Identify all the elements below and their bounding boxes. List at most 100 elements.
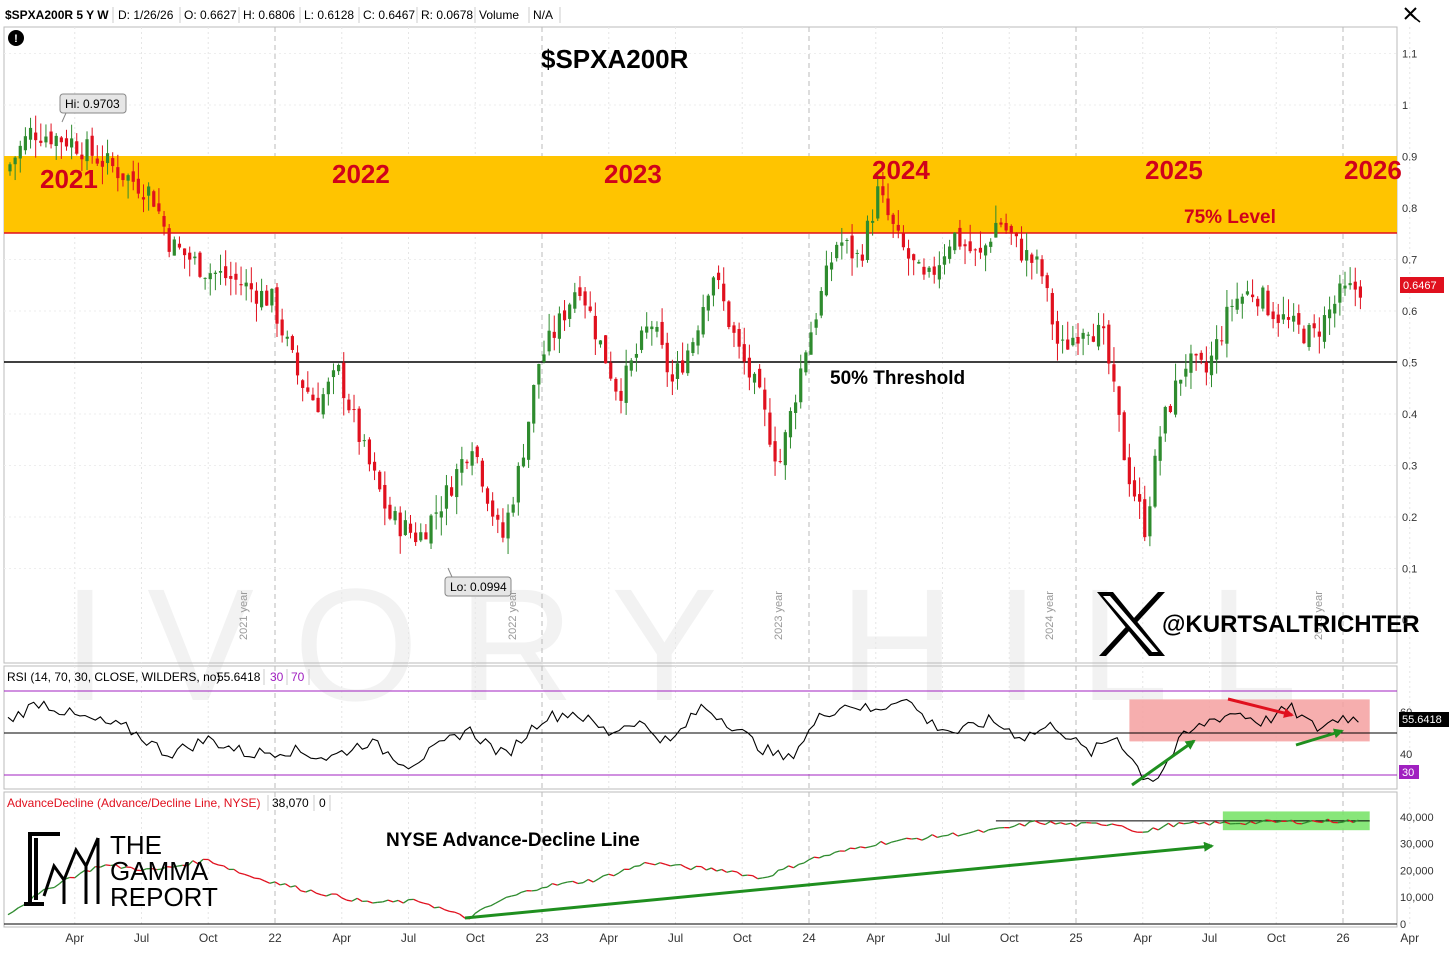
candle-body: [974, 249, 977, 250]
ad-line-segment: [1338, 822, 1343, 823]
rsi-header-label[interactable]: RSI (14, 70, 30, CLOSE, WILDERS, no): [7, 670, 220, 684]
candle-body: [301, 380, 304, 388]
candle-body: [137, 179, 140, 194]
candle-body: [1015, 233, 1018, 237]
ad-line-segment: [1133, 831, 1138, 832]
candle-body: [1076, 337, 1079, 344]
candle-body: [1189, 353, 1192, 372]
symbol-label[interactable]: $SPXA200R 5 Y W: [5, 8, 109, 22]
y-tick-label: 0.7: [1402, 255, 1417, 267]
candle-body: [1323, 315, 1326, 342]
ad-line-segment: [1050, 822, 1055, 825]
candle-body: [183, 248, 186, 255]
candle-body: [830, 262, 833, 269]
ad-line-segment: [316, 893, 321, 895]
ad-line-segment: [1025, 822, 1030, 826]
candle-body: [404, 520, 407, 535]
range-value: R: 0.0678: [421, 8, 473, 22]
candle-body: [55, 136, 58, 146]
ad-header-label[interactable]: AdvanceDecline (Advance/Decline Line, NY…: [7, 796, 260, 810]
ad-line-segment: [306, 890, 311, 892]
ad-line-segment: [239, 873, 244, 874]
settings-icon[interactable]: [1405, 8, 1420, 22]
ad-line-segment: [670, 865, 675, 866]
ad-line-segment: [701, 867, 706, 870]
candle-body: [563, 310, 566, 320]
candle-body: [209, 273, 212, 279]
ad-line-segment: [573, 881, 578, 883]
x-tick-label: Oct: [466, 931, 485, 945]
candle-body: [306, 387, 309, 391]
ad-line-segment: [290, 886, 295, 887]
gamma-report-logo: THE GAMMA REPORT: [24, 830, 218, 912]
candle-body: [1307, 325, 1310, 347]
ad-line-segment: [1158, 827, 1163, 830]
candle-body: [486, 488, 489, 503]
ad-line-segment: [455, 912, 460, 914]
ad-line-segment: [347, 900, 352, 901]
candle-body: [1159, 437, 1162, 461]
x-tick-label: Apr: [1400, 931, 1419, 945]
ad-line-segment: [18, 905, 23, 908]
candle-body: [897, 225, 900, 231]
ad-line-segment: [1122, 826, 1127, 829]
svg-text:!: !: [14, 33, 18, 45]
ad-line-segment: [49, 888, 54, 889]
candle-body: [173, 239, 176, 255]
ad-line-segment: [342, 898, 347, 900]
y-tick-label: 0.4: [1402, 409, 1417, 421]
ad-line-segment: [450, 911, 455, 912]
candle-body: [275, 287, 278, 323]
y-tick-label: 0.3: [1402, 461, 1417, 473]
candle-body: [1338, 283, 1341, 302]
ad-line-segment: [855, 847, 860, 849]
candle-body: [39, 141, 42, 143]
candle-body: [332, 370, 335, 377]
ad-line-segment: [896, 840, 901, 841]
candle-body: [748, 358, 751, 378]
candle-body: [876, 186, 879, 218]
ad-line-segment: [208, 860, 213, 864]
hi-callout: Hi: 0.9703: [60, 94, 126, 122]
year-marker: 2022 year: [507, 591, 519, 640]
candle-body: [1220, 340, 1223, 341]
ad-line-segment: [783, 866, 788, 869]
ad-line-segment: [711, 868, 716, 871]
alert-icon[interactable]: !: [8, 30, 24, 46]
candle-body: [1143, 499, 1146, 537]
candle-body: [352, 409, 355, 410]
ad-line-segment: [681, 865, 686, 868]
ad-line-segment: [732, 871, 737, 872]
candle-body: [152, 191, 155, 207]
ad-line-segment: [1266, 820, 1271, 821]
ad-line-segment: [1071, 823, 1076, 826]
candle-body: [727, 301, 730, 327]
logo-line: REPORT: [110, 882, 218, 912]
candle-body: [825, 266, 828, 296]
ad-line-segment: [794, 864, 799, 867]
candle-body: [1153, 456, 1156, 507]
candle-body: [604, 335, 607, 363]
candle-body: [553, 332, 556, 338]
candle-body: [168, 228, 171, 252]
candle-body: [650, 327, 653, 330]
ad-line-segment: [414, 899, 419, 901]
candle-body: [578, 287, 581, 296]
candle-body: [70, 138, 73, 147]
candle-body: [80, 155, 83, 160]
y-tick-label: 0.9: [1402, 152, 1417, 164]
ad-line-segment: [593, 879, 598, 882]
candle-body: [655, 327, 658, 332]
ad-line-segment: [100, 865, 105, 867]
ad-line-segment: [629, 866, 634, 869]
candle-body: [460, 459, 463, 473]
ad-line-segment: [937, 836, 942, 837]
ad-line-segment: [532, 890, 537, 891]
candle-body: [368, 439, 371, 464]
candle-body: [671, 374, 674, 381]
candle-body: [625, 366, 628, 403]
candle-body: [1297, 313, 1300, 325]
candle-body: [938, 265, 941, 279]
x-tick-label: Jul: [134, 931, 149, 945]
candle-body: [1354, 282, 1357, 290]
